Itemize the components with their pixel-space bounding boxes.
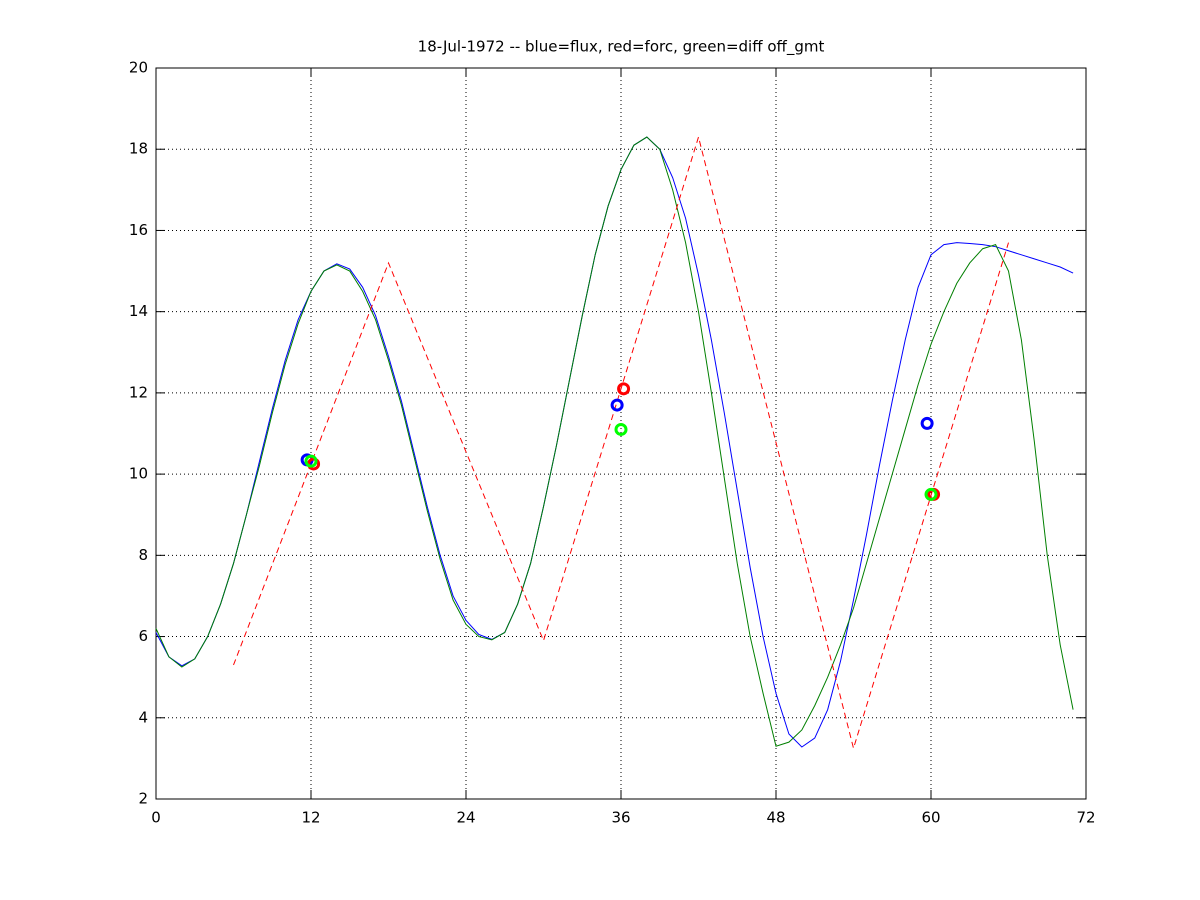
y-tick-label: 2 — [138, 790, 148, 808]
marker — [304, 454, 318, 468]
marker — [610, 398, 624, 412]
y-tick-label: 14 — [129, 302, 148, 320]
series-line — [233, 135, 1009, 751]
x-tick-label: 36 — [611, 809, 630, 827]
x-tick-label: 72 — [1076, 809, 1095, 827]
y-tick-label: 6 — [138, 627, 148, 645]
y-tick-label: 4 — [138, 708, 148, 726]
x-tick-label: 0 — [151, 809, 161, 827]
x-tick-label: 60 — [921, 809, 940, 827]
marker — [614, 422, 628, 436]
x-tick-label: 24 — [456, 809, 475, 827]
y-tick-label: 18 — [129, 140, 148, 158]
chart-title: 18-Jul-1972 -- blue=flux, red=forc, gree… — [418, 38, 825, 57]
series-line — [155, 136, 1074, 748]
x-tick-label: 12 — [301, 809, 320, 827]
series-line — [155, 136, 1074, 747]
y-tick-label: 16 — [129, 221, 148, 239]
y-tick-label: 10 — [129, 465, 148, 483]
marker — [617, 382, 631, 396]
axes-box — [155, 67, 1087, 800]
x-tick-label: 48 — [766, 809, 785, 827]
marker — [924, 487, 938, 501]
y-tick-label: 8 — [138, 546, 148, 564]
y-tick-label: 20 — [129, 59, 148, 77]
marker — [920, 416, 934, 430]
y-tick-label: 12 — [129, 383, 148, 401]
